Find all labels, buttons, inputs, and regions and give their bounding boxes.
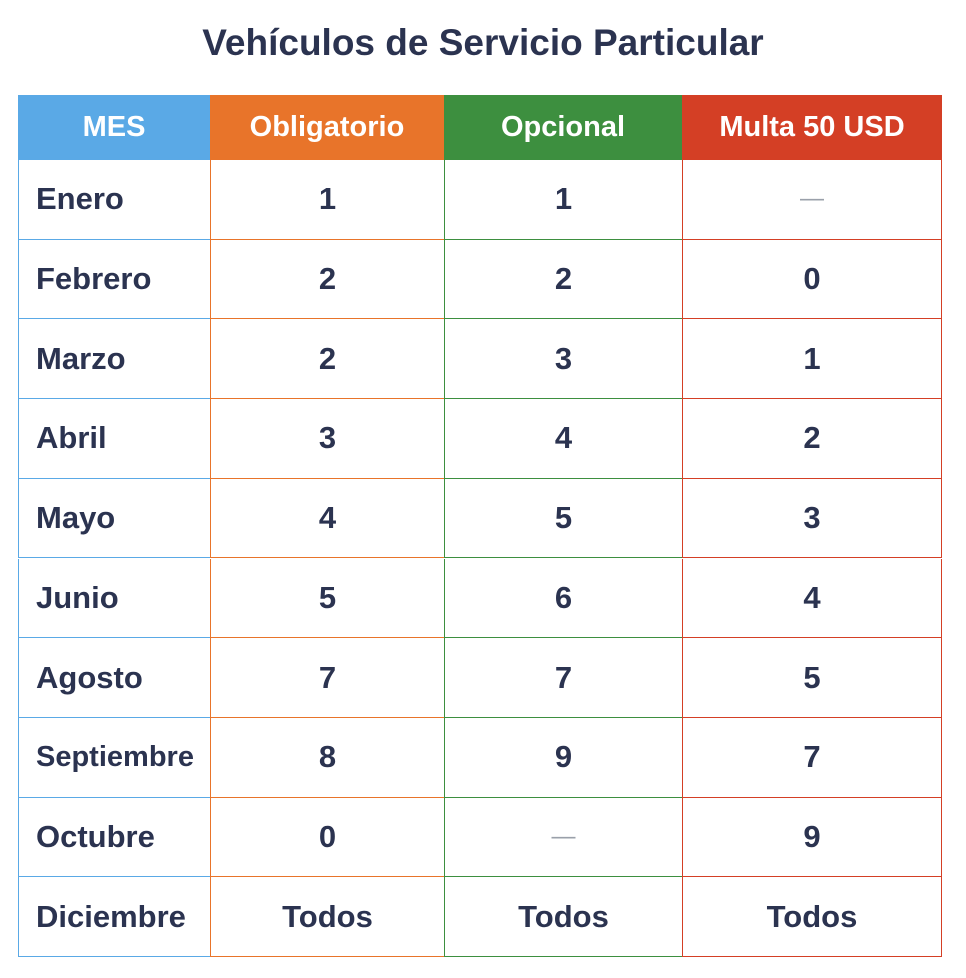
table-cell: 0 bbox=[682, 239, 942, 320]
table-cell: 1 bbox=[682, 319, 942, 400]
table-cell: 7 bbox=[444, 638, 682, 718]
table-cell: Marzo bbox=[18, 319, 210, 400]
table-cell: 8 bbox=[210, 717, 444, 798]
table-cell: 7 bbox=[682, 717, 942, 798]
table-cell: 3 bbox=[682, 478, 942, 559]
table-cell: Febrero bbox=[18, 239, 210, 320]
table-cell: 1 bbox=[444, 160, 682, 240]
table-cell: 0 bbox=[210, 797, 444, 878]
table-cell: 4 bbox=[444, 399, 682, 479]
table-cell: 4 bbox=[210, 478, 444, 559]
header-cell: Multa 50 USD bbox=[682, 95, 942, 160]
table-cell: 5 bbox=[682, 638, 942, 718]
header-cell: MES bbox=[18, 95, 210, 160]
title: Vehículos de Servicio Particular bbox=[202, 22, 764, 63]
table-cell: — bbox=[444, 797, 682, 878]
table-cell: Agosto bbox=[18, 638, 210, 718]
table-cell: Septiembre bbox=[18, 717, 210, 798]
table-cell: 9 bbox=[682, 797, 942, 878]
table-cell: — bbox=[682, 160, 942, 240]
header-cell: Opcional bbox=[444, 95, 682, 160]
table-cell: Todos bbox=[210, 877, 444, 957]
table-cell: Diciembre bbox=[18, 877, 210, 957]
table-cell: Todos bbox=[682, 877, 942, 957]
table-cell: 4 bbox=[682, 558, 942, 639]
table-cell: 2 bbox=[682, 399, 942, 479]
table-cell: Octubre bbox=[18, 797, 210, 878]
table-cell: Abril bbox=[18, 399, 210, 479]
table-cell: 1 bbox=[210, 160, 444, 240]
table-cell: 6 bbox=[444, 558, 682, 639]
table-cell: 2 bbox=[444, 239, 682, 320]
table-cell: 5 bbox=[444, 478, 682, 559]
table-cell: Junio bbox=[18, 558, 210, 639]
table-cell: 2 bbox=[210, 239, 444, 320]
table-cell: Enero bbox=[18, 160, 210, 240]
table-cell: Mayo bbox=[18, 478, 210, 559]
table-cell: Todos bbox=[444, 877, 682, 957]
table-cell: 7 bbox=[210, 638, 444, 718]
table-cell: 9 bbox=[444, 717, 682, 798]
table-cell: 5 bbox=[210, 558, 444, 639]
table-cell: 3 bbox=[444, 319, 682, 400]
table-cell: 2 bbox=[210, 319, 444, 400]
header-cell: Obligatorio bbox=[210, 95, 444, 160]
table-cell: 3 bbox=[210, 399, 444, 479]
